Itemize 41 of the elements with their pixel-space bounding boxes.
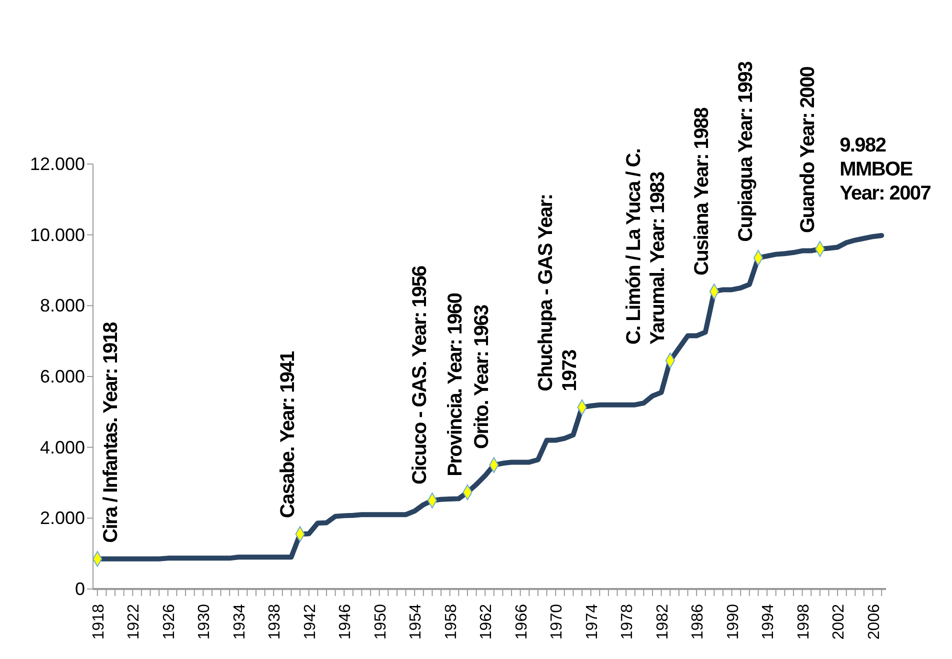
x-tick-label: 1998: [795, 604, 812, 640]
annotation: Cira / Infantas. Year: 1918: [100, 322, 122, 543]
annotation: Chuchupa - GAS Year: 1973: [535, 194, 582, 392]
y-tick-label: 10.000: [30, 224, 85, 245]
annotation: C. Limón / La Yuca / C. Yarumal. Year: 1983: [623, 148, 670, 345]
annotation: Cicuco - GAS. Year: 1956: [409, 265, 432, 484]
annotation: Guando Year: 2000: [796, 66, 819, 233]
annotation: Cupiagua Year: 1993: [735, 61, 758, 242]
x-tick-label: 1926: [160, 604, 178, 640]
x-tick-label: 2002: [830, 604, 848, 640]
x-tick-label: 1970: [548, 604, 566, 640]
x-tick-label: 1922: [126, 604, 143, 640]
x-tick-label: 1938: [266, 604, 284, 640]
x-tick-label: 1930: [196, 604, 214, 640]
x-tick-label: 2006: [866, 604, 883, 640]
x-tick-label: 1918: [90, 604, 108, 640]
y-tick-label: 4.000: [40, 437, 85, 458]
x-tick-label: 1978: [619, 604, 636, 640]
x-tick-label: 1990: [724, 604, 742, 640]
x-tick-label: 1974: [584, 604, 601, 640]
x-tick-label: 1950: [372, 604, 390, 640]
x-tick-label: 1982: [654, 604, 672, 640]
annotation: 9.982 MMBOE Year: 2007: [840, 134, 932, 204]
x-tick-label: 1994: [760, 604, 778, 640]
y-tick-label: 6.000: [40, 366, 85, 386]
x-tick-label: 1962: [478, 604, 496, 640]
y-tick-label: 12.000: [30, 154, 85, 174]
annotation: Cusiana Year: 1988: [691, 107, 714, 276]
annotation: Casabe. Year: 1941: [277, 350, 300, 518]
annotation: Provincia. Year: 1960: [444, 292, 466, 476]
x-tick-label: 1986: [690, 604, 707, 640]
x-tick-label: 1942: [302, 604, 319, 640]
annotation: Orito. Year: 1963: [470, 304, 493, 450]
x-tick-label: 1966: [513, 604, 530, 640]
y-tick-label: 8.000: [40, 296, 85, 316]
x-tick-label: 1934: [231, 604, 248, 640]
y-tick-label: 0: [74, 579, 85, 599]
y-tick-label: 2.000: [40, 508, 85, 528]
x-tick-label: 1958: [442, 604, 460, 640]
x-tick-label: 1954: [408, 604, 425, 640]
x-tick-label: 1946: [337, 604, 354, 640]
